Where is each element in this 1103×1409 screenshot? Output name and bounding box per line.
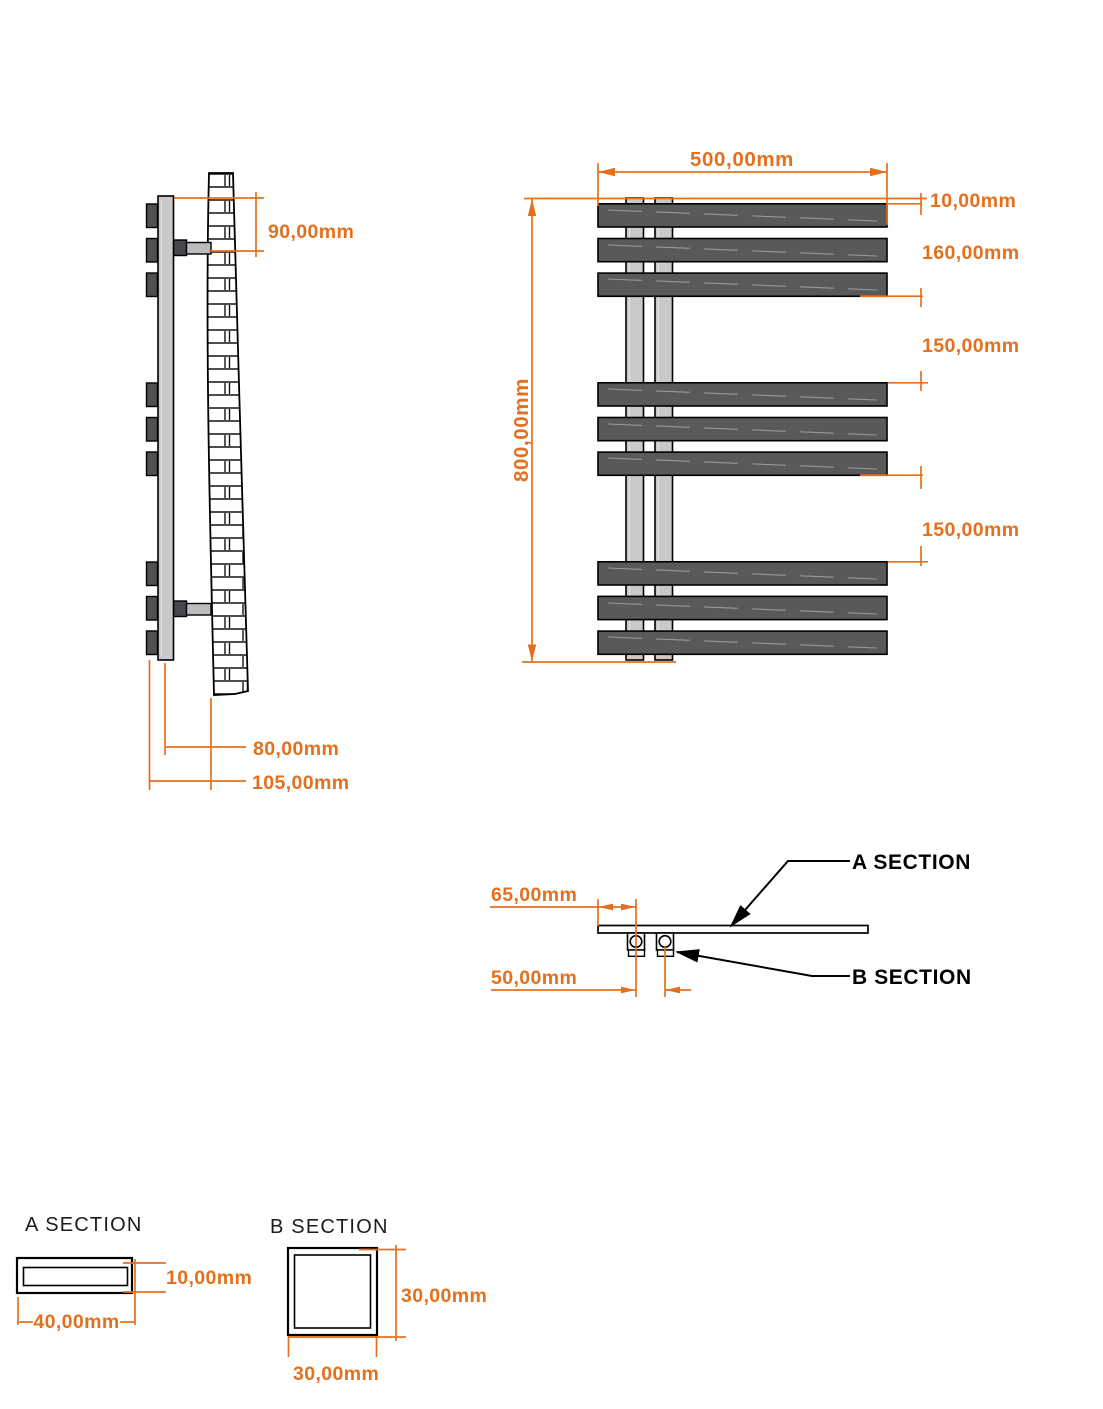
b-section-leader-arrow (675, 949, 850, 977)
side-bar-end (145, 203, 159, 229)
dim-gap-upper-label: 150,00mm (922, 335, 1020, 357)
dim-bar-group-label: 160,00mm (922, 242, 1020, 264)
side-bar-end (145, 630, 159, 656)
front-bar (597, 630, 888, 656)
section-a-inner-profile (22, 1266, 129, 1287)
callout-a-section: A SECTION (729, 851, 971, 928)
front-bar (597, 416, 888, 442)
dim-section-b-width-label: 30,00mm (293, 1363, 379, 1385)
dim-width: 500,00mm (597, 148, 888, 225)
front-bar (597, 203, 888, 228)
dim-tube-spacing-label: 50,00mm (491, 967, 577, 989)
a-section-leader-arrow (729, 860, 850, 928)
side-tube-rail (157, 195, 175, 661)
side-bar-ends (145, 203, 159, 656)
plan-view: 65,00mm 50,00mm A SECTION B SECTION (490, 851, 972, 997)
bracket-arm-lower (171, 600, 212, 618)
wall-brick-texture (206, 172, 249, 696)
front-bar (597, 272, 888, 298)
bracket-arm-upper (171, 239, 212, 257)
dim-gap-lower-label: 150,00mm (922, 519, 1020, 541)
front-bars (597, 203, 888, 656)
dim-height-label: 800,00mm (510, 378, 533, 482)
section-a-detail: A SECTION 10,00mm 40,00mm (15, 1214, 252, 1333)
dim-bracket-offset-label: 90,00mm (268, 221, 354, 243)
front-bar (597, 560, 888, 586)
side-bar-end (145, 561, 159, 587)
dim-height: 800,00mm (510, 197, 927, 663)
front-bar (597, 381, 888, 407)
dim-total-depth-label: 105,00mm (252, 772, 350, 794)
a-section-callout-label: A SECTION (852, 851, 971, 874)
front-bar (597, 237, 888, 263)
dim-section-b-height-label: 30,00mm (401, 1285, 487, 1307)
section-b-title: B SECTION (270, 1216, 389, 1238)
dim-edge-to-tube-label: 65,00mm (491, 884, 577, 906)
dim-section-a-thickness-label: 10,00mm (166, 1267, 252, 1289)
dim-section-a-thickness: 10,00mm (123, 1259, 252, 1325)
dim-top-gap-label: 10,00mm (930, 190, 1016, 212)
side-bar-end (145, 237, 159, 263)
front-bar (597, 595, 888, 621)
dim-section-b-height: 30,00mm (359, 1245, 487, 1341)
dim-section-a-width: 40,00mm (17, 1297, 135, 1333)
front-view: 500,00mm 800,00mm 10,00mm 160,00mm 150,0… (510, 148, 1020, 663)
dim-depth-to-wall-label: 80,00mm (253, 738, 339, 760)
section-a-title: A SECTION (25, 1214, 143, 1236)
dim-width-label: 500,00mm (690, 148, 794, 171)
dim-section-b-width: 30,00mm (287, 1336, 406, 1385)
side-bar-end (145, 272, 159, 298)
dim-edge-to-tube: 65,00mm (490, 884, 637, 946)
side-bar-end (145, 595, 159, 621)
dim-right-side: 10,00mm 160,00mm 150,00mm 150,00mm (860, 190, 1020, 566)
dim-tube-spacing: 50,00mm (491, 947, 691, 997)
side-bar-end (145, 382, 159, 408)
dim-depths: 80,00mm 105,00mm (148, 660, 350, 794)
side-bar-end (145, 451, 159, 477)
section-b-detail: B SECTION 30,00mm 30,00mm (270, 1216, 487, 1385)
front-bar (597, 451, 888, 477)
dim-bracket-offset: 90,00mm (174, 192, 354, 257)
plan-flat-bar (597, 924, 869, 934)
side-view: 90,00mm 80,00mm 105,00mm (145, 172, 354, 794)
callout-b-section: B SECTION (675, 949, 972, 989)
b-section-callout-label: B SECTION (852, 966, 972, 989)
side-bar-end (145, 416, 159, 442)
dim-section-a-width-label: 40,00mm (33, 1311, 119, 1333)
section-b-inner-profile (293, 1254, 372, 1329)
